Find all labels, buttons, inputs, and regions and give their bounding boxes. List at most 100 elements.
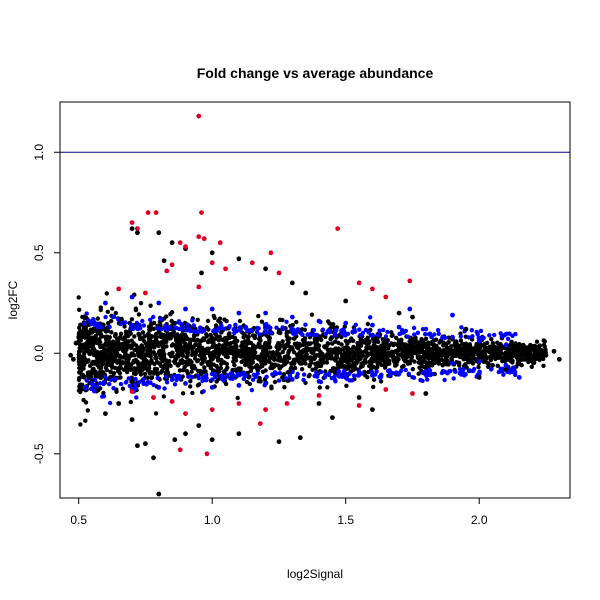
data-point xyxy=(249,260,255,266)
data-point xyxy=(410,391,415,396)
data-point xyxy=(236,383,242,388)
data-point xyxy=(343,298,349,304)
x-tick-label: 0.5 xyxy=(70,513,87,527)
y-tick-label: 1.0 xyxy=(32,144,46,161)
data-point xyxy=(116,286,122,292)
data-point xyxy=(530,356,535,362)
data-point xyxy=(156,230,162,236)
data-point xyxy=(209,437,215,443)
data-point xyxy=(199,270,204,276)
data-point xyxy=(151,455,156,461)
data-point xyxy=(196,423,202,428)
data-point xyxy=(289,377,295,382)
data-point xyxy=(103,411,108,416)
data-point xyxy=(209,260,215,266)
y-tick-label: -0.5 xyxy=(32,443,46,464)
data-point xyxy=(335,226,341,232)
data-point xyxy=(407,278,413,284)
data-point xyxy=(343,320,349,326)
data-point xyxy=(263,381,268,386)
data-point xyxy=(276,439,282,445)
data-point xyxy=(73,340,79,346)
data-point xyxy=(71,356,76,362)
data-point xyxy=(423,391,429,396)
data-point xyxy=(135,443,140,449)
data-point xyxy=(151,395,156,400)
data-point xyxy=(503,362,509,368)
data-point xyxy=(257,421,263,426)
data-point xyxy=(156,491,162,497)
data-points xyxy=(68,113,562,497)
data-point xyxy=(236,256,242,262)
data-point xyxy=(316,379,322,384)
data-point xyxy=(196,284,202,290)
data-point xyxy=(135,230,140,236)
data-point xyxy=(356,280,362,286)
chart-title: Fold change vs average abundance xyxy=(197,65,434,81)
data-point xyxy=(396,310,402,316)
data-point xyxy=(370,373,375,378)
data-point xyxy=(407,306,413,312)
data-point xyxy=(76,334,82,340)
data-point xyxy=(330,415,335,420)
data-point xyxy=(516,342,522,348)
data-point xyxy=(503,342,509,348)
data-point xyxy=(370,407,375,412)
data-point xyxy=(263,407,268,412)
data-point xyxy=(204,451,210,457)
x-axis-label: log2Signal xyxy=(287,567,343,581)
data-point xyxy=(284,401,290,406)
data-point xyxy=(183,431,188,437)
data-point xyxy=(356,403,362,408)
density-cloud xyxy=(76,291,548,427)
data-point xyxy=(423,369,429,374)
data-point xyxy=(316,393,322,398)
x-tick-label: 1.5 xyxy=(337,513,354,527)
data-point xyxy=(68,352,74,358)
data-point xyxy=(396,371,402,376)
data-point xyxy=(543,352,549,358)
data-point xyxy=(370,322,375,328)
data-point xyxy=(410,314,415,320)
y-axis-label: log2FC xyxy=(6,280,20,319)
data-point xyxy=(156,385,162,390)
data-point xyxy=(143,290,148,296)
data-point xyxy=(476,338,482,344)
data-point xyxy=(177,240,183,246)
data-point xyxy=(169,240,175,246)
data-point xyxy=(217,240,223,246)
data-point xyxy=(476,358,482,364)
data-point xyxy=(450,360,455,366)
data-point xyxy=(268,250,274,256)
data-point xyxy=(156,300,162,306)
plot-frame xyxy=(59,101,571,499)
data-point xyxy=(89,381,95,386)
data-point xyxy=(145,210,151,216)
x-tick-label: 2.0 xyxy=(471,513,488,527)
data-point xyxy=(119,316,124,322)
data-point xyxy=(490,362,495,368)
data-point xyxy=(199,210,204,216)
data-point xyxy=(370,286,375,292)
data-point xyxy=(161,258,167,264)
data-point xyxy=(423,326,429,332)
data-point xyxy=(556,356,562,362)
data-point xyxy=(316,401,322,406)
data-point xyxy=(183,381,188,386)
data-point xyxy=(289,314,295,320)
y-tick-label: 0.0 xyxy=(32,345,46,362)
y-axis: -0.5 0.0 0.5 1.0 xyxy=(32,144,61,464)
data-point xyxy=(153,210,159,216)
data-point xyxy=(116,401,122,406)
data-point xyxy=(463,326,469,332)
data-point xyxy=(209,385,215,390)
data-point xyxy=(236,310,242,316)
data-point xyxy=(343,375,349,380)
data-point xyxy=(129,294,135,300)
x-tick-label: 1.0 xyxy=(204,513,221,527)
data-point xyxy=(169,399,175,404)
data-point xyxy=(263,310,268,316)
data-point xyxy=(450,312,455,318)
data-point xyxy=(209,250,215,256)
data-point xyxy=(103,375,108,380)
